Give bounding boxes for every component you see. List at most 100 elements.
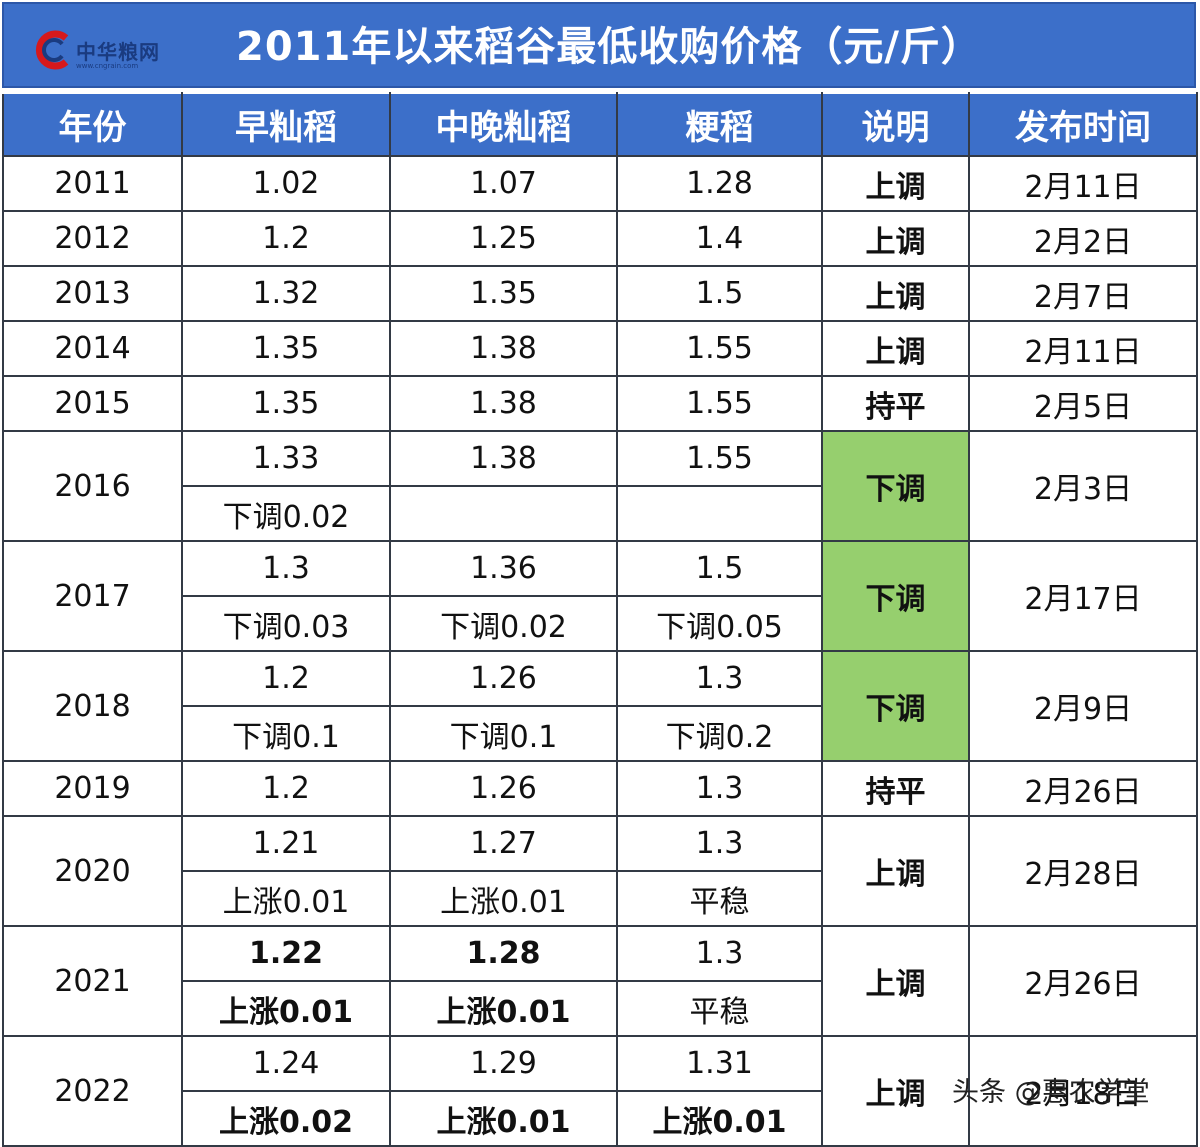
- col-header-mid-late-indica: 中晚籼稻: [389, 92, 618, 157]
- mid-price-cell: 1.29: [389, 1035, 618, 1092]
- table-row: 2013 1.32 1.35 1.5 上调 2月7日: [2, 265, 1198, 322]
- note-cell: 上调: [821, 1035, 970, 1147]
- mid-price-cell: 1.36: [389, 540, 618, 597]
- mid-price-cell: 1.38: [389, 320, 618, 377]
- year-cell: 2011: [2, 155, 183, 212]
- date-cell: 2月11日: [968, 320, 1198, 377]
- year-cell: 2020: [2, 815, 183, 927]
- japonica-price-cell: 1.5: [616, 265, 823, 322]
- mid-change-cell: 上涨0.01: [389, 980, 618, 1037]
- table-row: 2018 1.2 1.26 1.3 下调 2月9日: [2, 650, 1198, 762]
- year-cell: 2012: [2, 210, 183, 267]
- year-cell: 2022: [2, 1035, 183, 1147]
- col-header-date: 发布时间: [968, 92, 1198, 157]
- table-row: 2014 1.35 1.38 1.55 上调 2月11日: [2, 320, 1198, 377]
- early-change-cell: 下调0.03: [181, 595, 391, 652]
- date-cell: 2月26日: [968, 760, 1198, 817]
- early-change-cell: 上涨0.02: [181, 1090, 391, 1147]
- japonica-change-cell: 平稳: [616, 980, 823, 1037]
- early-change-cell: 下调0.02: [181, 485, 391, 542]
- japonica-change-cell: [616, 485, 823, 542]
- table-row-change: 下调0.02: [3, 485, 1197, 542]
- japonica-price-cell: 1.55: [616, 320, 823, 377]
- table-row: 2016 1.33 1.38 1.55 下调 2月3日: [2, 430, 1198, 542]
- note-cell: 上调: [821, 815, 970, 927]
- japonica-change-cell: 下调0.2: [616, 705, 823, 762]
- brand-name: 中华粮网: [76, 40, 160, 64]
- col-header-early-indica: 早籼稻: [181, 92, 391, 157]
- mid-price-cell: 1.35: [389, 265, 618, 322]
- note-cell: 上调: [821, 320, 970, 377]
- year-cell: 2013: [2, 265, 183, 322]
- date-cell: 2月26日: [968, 925, 1198, 1037]
- early-change-cell: 上涨0.01: [181, 870, 391, 927]
- early-change-cell: 下调0.1: [181, 705, 391, 762]
- japonica-price-cell: 1.31: [616, 1035, 823, 1092]
- mid-price-cell: 1.26: [389, 760, 618, 817]
- date-cell: 2月18日: [968, 1035, 1198, 1147]
- japonica-price-cell: 1.55: [616, 375, 823, 432]
- early-price-cell: 1.32: [181, 265, 391, 322]
- year-cell: 2017: [2, 540, 183, 652]
- year-cell: 2021: [2, 925, 183, 1037]
- early-price-cell: 1.2: [181, 650, 391, 707]
- japonica-price-cell: 1.3: [616, 650, 823, 707]
- japonica-change-cell: 平稳: [616, 870, 823, 927]
- title-bar: 中华粮网 www.cngrain.com 2011年以来稻谷最低收购价格（元/斤…: [2, 2, 1196, 88]
- brand-url: www.cngrain.com: [76, 62, 139, 70]
- table-row: 2021 1.22 1.28 1.3 上调 2月26日: [2, 925, 1198, 1037]
- note-cell: 持平: [821, 375, 970, 432]
- table-row: 2019 1.2 1.26 1.3 持平 2月26日: [2, 760, 1198, 817]
- early-price-cell: 1.22: [181, 925, 391, 982]
- year-cell: 2015: [2, 375, 183, 432]
- early-price-cell: 1.35: [181, 375, 391, 432]
- date-cell: 2月5日: [968, 375, 1198, 432]
- note-cell: 上调: [821, 210, 970, 267]
- year-cell: 2016: [2, 430, 183, 542]
- mid-change-cell: 上涨0.01: [389, 870, 618, 927]
- header-row: 年份 早籼稻 中晚籼稻 粳稻 说明 发布时间: [2, 92, 1198, 157]
- table-row-change: 上涨0.01 上涨0.01 平稳: [3, 870, 1197, 927]
- early-change-cell: 上涨0.01: [181, 980, 391, 1037]
- table-row-change: 下调0.03 下调0.02 下调0.05: [3, 595, 1197, 652]
- note-cell: 下调: [821, 650, 970, 762]
- mid-price-cell: 1.38: [389, 430, 618, 487]
- date-cell: 2月9日: [968, 650, 1198, 762]
- year-cell: 2014: [2, 320, 183, 377]
- early-price-cell: 1.2: [181, 210, 391, 267]
- year-cell: 2018: [2, 650, 183, 762]
- mid-change-cell: 上涨0.01: [389, 1090, 618, 1147]
- mid-price-cell: 1.27: [389, 815, 618, 872]
- mid-price-cell: 1.26: [389, 650, 618, 707]
- note-cell: 下调: [821, 430, 970, 542]
- early-price-cell: 1.2: [181, 760, 391, 817]
- watermark: 头条 @惠农学堂: [952, 1077, 1150, 1108]
- mid-price-cell: 1.28: [389, 925, 618, 982]
- table-row-change: 下调0.1 下调0.1 下调0.2: [3, 705, 1197, 762]
- early-price-cell: 1.3: [181, 540, 391, 597]
- table-row: 2020 1.21 1.27 1.3 上调 2月28日: [2, 815, 1198, 927]
- col-header-japonica: 粳稻: [616, 92, 823, 157]
- page-title: 2011年以来稻谷最低收购价格（元/斤）: [236, 24, 982, 70]
- mid-change-cell: 下调0.1: [389, 705, 618, 762]
- japonica-price-cell: 1.3: [616, 760, 823, 817]
- date-cell: 2月3日: [968, 430, 1198, 542]
- mid-price-cell: 1.07: [389, 155, 618, 212]
- date-cell: 2月17日: [968, 540, 1198, 652]
- early-price-cell: 1.21: [181, 815, 391, 872]
- japonica-price-cell: 1.3: [616, 815, 823, 872]
- year-cell: 2019: [2, 760, 183, 817]
- table-row: 2017 1.3 1.36 1.5 下调 2月17日: [2, 540, 1198, 652]
- note-cell: 下调: [821, 540, 970, 652]
- price-table: 年份 早籼稻 中晚籼稻 粳稻 说明 发布时间 2011 1.02 1.07 1.…: [2, 92, 1198, 1147]
- date-cell: 2月11日: [968, 155, 1198, 212]
- mid-change-cell: [389, 485, 618, 542]
- japonica-change-cell: 下调0.05: [616, 595, 823, 652]
- mid-change-cell: 下调0.02: [389, 595, 618, 652]
- table-row: 2015 1.35 1.38 1.55 持平 2月5日: [2, 375, 1198, 432]
- japonica-change-cell: 上涨0.01: [616, 1090, 823, 1147]
- date-cell: 2月28日: [968, 815, 1198, 927]
- early-price-cell: 1.02: [181, 155, 391, 212]
- col-header-year: 年份: [2, 92, 183, 157]
- date-cell: 2月2日: [968, 210, 1198, 267]
